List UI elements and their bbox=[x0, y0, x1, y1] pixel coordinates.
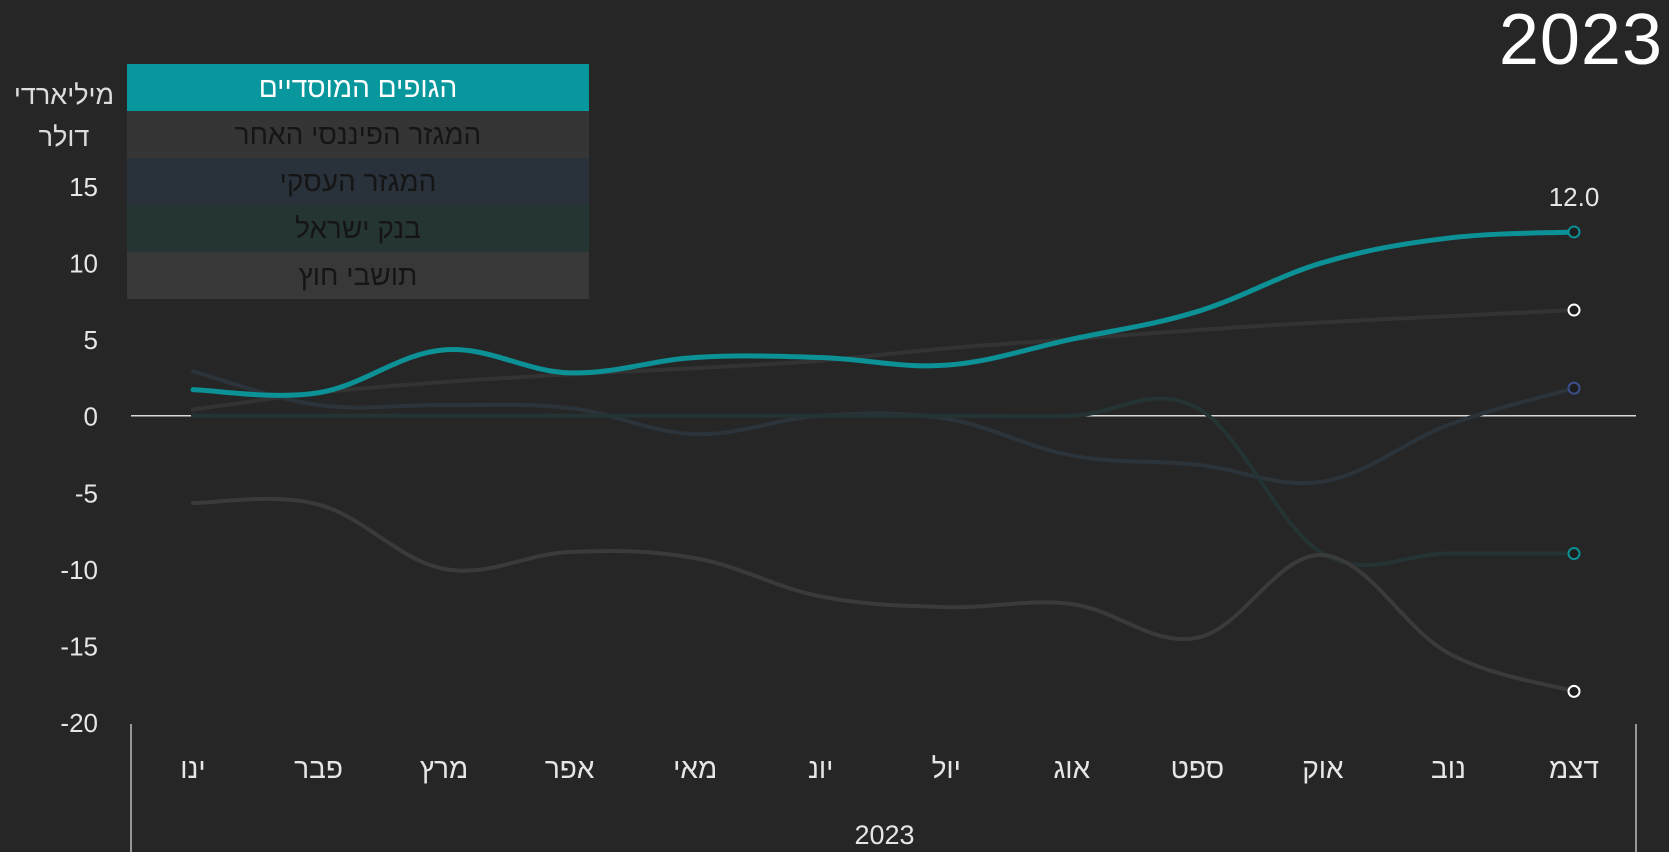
series-line bbox=[191, 369, 1576, 486]
y-axis-label-line-2: דולר bbox=[38, 122, 90, 152]
series-end-marker[interactable] bbox=[1567, 303, 1581, 317]
x-tick-label: יונ bbox=[808, 753, 833, 784]
x-tick-label: פבר bbox=[294, 753, 343, 784]
series-end-marker[interactable] bbox=[1567, 547, 1581, 561]
y-tick-label: -20 bbox=[60, 708, 98, 738]
legend-item-nonresidents[interactable]: תושבי חוץ bbox=[127, 252, 589, 299]
legend-item-bank-of-israel[interactable]: בנק ישראל bbox=[127, 205, 589, 252]
y-axis-label: מיליארדי דולר bbox=[4, 74, 124, 158]
axes: 15 10 5 0 -5 -10 -15 -20 ינו פבר מרץ אפר מאי יונ יול או… bbox=[60, 172, 1637, 852]
x-axis-title: 2023 bbox=[854, 820, 914, 850]
x-tick-label: ינו bbox=[180, 753, 205, 784]
legend-item-institutional[interactable]: הגופים המוסדיים bbox=[127, 64, 589, 111]
x-tick-label: אוק bbox=[1302, 753, 1344, 784]
x-tick-label: דצמ bbox=[1549, 753, 1599, 784]
y-axis-label-line-1: מיליארדי bbox=[13, 80, 115, 110]
end-markers: 12.0 bbox=[1549, 182, 1600, 698]
x-tick-label: יול bbox=[932, 753, 961, 784]
x-tick-label: מרץ bbox=[420, 753, 468, 784]
x-tick-label: נוב bbox=[1431, 753, 1466, 784]
page-title: 2023 bbox=[1498, 0, 1663, 80]
series-end-marker[interactable] bbox=[1567, 684, 1581, 698]
series-line bbox=[191, 396, 1576, 568]
chart-legend: הגופים המוסדיים המגזר הפיננסי האחר המגזר… bbox=[127, 64, 589, 299]
y-tick-label: -5 bbox=[75, 478, 98, 508]
series-end-marker[interactable] bbox=[1567, 225, 1581, 239]
x-tick-label: אוג bbox=[1053, 753, 1090, 784]
y-tick-label: 10 bbox=[69, 249, 98, 279]
series-end-marker[interactable] bbox=[1567, 381, 1581, 395]
end-value-label: 12.0 bbox=[1549, 182, 1600, 212]
x-tick-label: מאי bbox=[673, 753, 717, 784]
y-tick-label: -10 bbox=[60, 555, 98, 585]
x-tick-label: אפר bbox=[545, 753, 595, 784]
y-tick-label: 5 bbox=[84, 325, 98, 355]
series-line bbox=[191, 496, 1576, 694]
series-lines bbox=[190, 229, 1577, 694]
series-line bbox=[190, 229, 1577, 398]
legend-item-other-financial[interactable]: המגזר הפיננסי האחר bbox=[127, 111, 589, 158]
legend-item-business[interactable]: המגזר העסקי bbox=[127, 158, 589, 205]
x-tick-label: ספט bbox=[1171, 753, 1224, 784]
y-tick-label: 0 bbox=[84, 402, 98, 432]
series-line bbox=[191, 308, 1576, 412]
y-tick-label: 15 bbox=[69, 172, 98, 202]
y-tick-label: -15 bbox=[60, 631, 98, 661]
